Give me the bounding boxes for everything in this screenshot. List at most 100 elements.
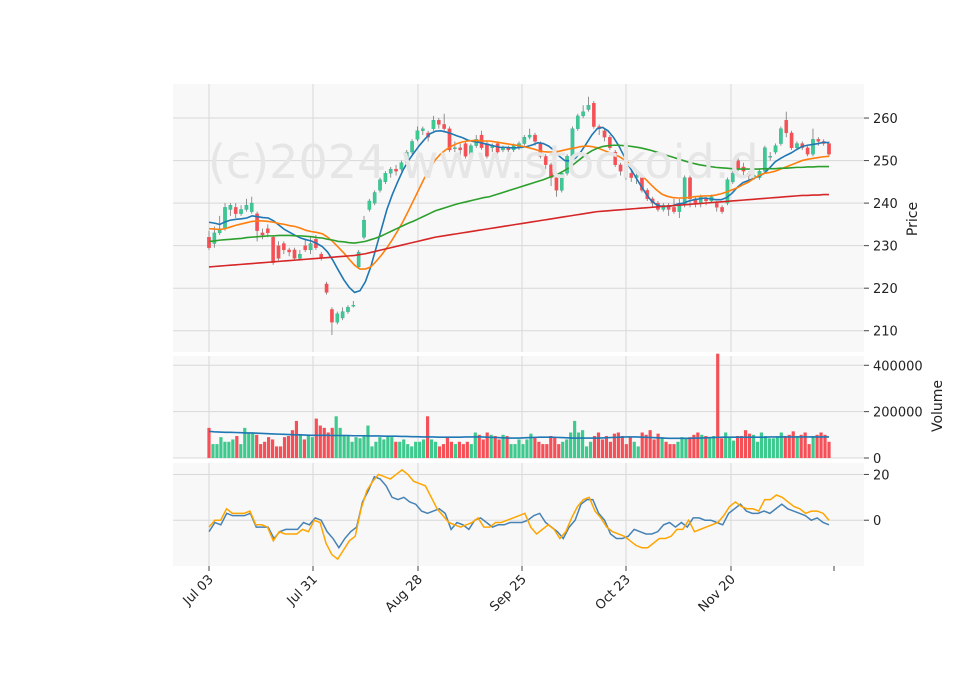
candle-body bbox=[763, 147, 767, 172]
candle-body bbox=[795, 143, 799, 148]
candle-body bbox=[570, 128, 575, 157]
oscillator-line-1 bbox=[208, 475, 830, 550]
volume-bar bbox=[290, 430, 295, 458]
volume-bar bbox=[493, 435, 497, 458]
candle-body bbox=[469, 145, 473, 155]
volume-bar bbox=[390, 437, 394, 458]
volume-panel: 0 200000 400000 bbox=[173, 353, 923, 467]
volume-bar bbox=[728, 437, 732, 458]
volume-bar bbox=[235, 435, 239, 458]
volume-bar bbox=[402, 439, 406, 458]
volume-bar bbox=[489, 434, 493, 458]
candle-body bbox=[586, 105, 591, 110]
volume-bar bbox=[366, 425, 370, 458]
volume-bar bbox=[624, 444, 628, 458]
volume-bar bbox=[708, 438, 712, 458]
volume-bar bbox=[664, 441, 668, 458]
volume-bar bbox=[215, 444, 219, 458]
volume-bar bbox=[553, 437, 557, 458]
volume-bar bbox=[346, 435, 350, 458]
volume-bar bbox=[799, 434, 803, 458]
candle-body bbox=[661, 205, 666, 210]
x-tick-label: Aug 28 bbox=[383, 572, 426, 615]
volume-bar bbox=[751, 434, 756, 458]
candle-body bbox=[362, 219, 366, 238]
volume-bar bbox=[533, 437, 537, 458]
volume-bar bbox=[644, 434, 648, 458]
volume-bar bbox=[807, 444, 811, 458]
candle-body bbox=[677, 205, 682, 212]
volume-bar bbox=[779, 432, 783, 458]
volume-bar bbox=[775, 437, 779, 458]
candle-body bbox=[415, 130, 420, 140]
volume-bar bbox=[469, 444, 473, 458]
volume-bar bbox=[378, 437, 382, 458]
volume-bar bbox=[632, 441, 636, 458]
volume-bar bbox=[704, 435, 708, 458]
x-tick-label: Jul 03 bbox=[180, 572, 217, 609]
volume-bar bbox=[565, 439, 569, 458]
volume-bar bbox=[819, 432, 823, 458]
volume-bar bbox=[815, 434, 819, 458]
volume-bar bbox=[811, 435, 815, 458]
volume-bar bbox=[724, 432, 728, 458]
candle-body bbox=[394, 168, 398, 172]
volume-bar bbox=[720, 438, 724, 458]
volume-bar bbox=[636, 446, 640, 458]
volume-bar bbox=[783, 435, 787, 458]
price-tick-label: 230 bbox=[873, 240, 898, 255]
volume-bar bbox=[537, 441, 541, 458]
candle-body bbox=[324, 283, 329, 293]
candle-body bbox=[747, 173, 751, 176]
candle-body bbox=[223, 207, 227, 229]
candle-body bbox=[340, 311, 345, 319]
candle-body bbox=[527, 134, 532, 138]
volume-bar bbox=[648, 430, 652, 458]
candle-body bbox=[554, 177, 559, 191]
volume-bar bbox=[461, 444, 465, 458]
price-tick-label: 220 bbox=[873, 282, 898, 297]
volume-bar bbox=[414, 441, 418, 458]
volume-bar bbox=[267, 437, 271, 458]
volume-bar bbox=[755, 441, 760, 458]
volume-tick-label: 200000 bbox=[873, 406, 923, 421]
x-tick-label: Nov 20 bbox=[696, 572, 739, 615]
candle-body bbox=[549, 164, 553, 178]
volume-bar bbox=[823, 434, 827, 458]
volume-bar bbox=[418, 441, 422, 458]
candle-body bbox=[581, 111, 585, 117]
volume-bar bbox=[561, 441, 565, 458]
volume-bar bbox=[652, 439, 656, 458]
candle-body bbox=[330, 309, 334, 323]
volume-bar bbox=[628, 437, 632, 458]
candle-body bbox=[453, 147, 457, 149]
candle-body bbox=[779, 128, 783, 144]
volume-bar bbox=[736, 435, 740, 458]
volume-bar bbox=[505, 435, 509, 458]
moving-average-line-3 bbox=[208, 144, 829, 244]
volume-bar bbox=[294, 420, 299, 458]
candle-body bbox=[714, 202, 719, 208]
candle-body bbox=[265, 228, 270, 234]
candle-body bbox=[533, 134, 537, 142]
x-tick-label: Oct 23 bbox=[593, 572, 634, 613]
volume-bar bbox=[692, 434, 696, 458]
x-tick-label: Jul 31 bbox=[284, 572, 321, 609]
volume-bar bbox=[600, 439, 605, 458]
volume-bar bbox=[596, 432, 601, 458]
volume-bar bbox=[584, 446, 589, 458]
volume-bar bbox=[497, 439, 501, 458]
candle-body bbox=[437, 120, 441, 125]
volume-bar bbox=[223, 441, 227, 458]
candle-body bbox=[420, 128, 425, 131]
volume-bar bbox=[787, 434, 791, 458]
volume-bar bbox=[501, 434, 505, 458]
candle-body bbox=[816, 139, 821, 142]
volume-bar bbox=[541, 444, 545, 458]
volume-bar bbox=[394, 441, 398, 458]
volume-bar bbox=[406, 444, 410, 458]
volume-bar bbox=[302, 439, 306, 458]
candle-body bbox=[255, 213, 259, 231]
oscillator-line-2 bbox=[208, 468, 830, 561]
volume-bar bbox=[712, 435, 716, 458]
